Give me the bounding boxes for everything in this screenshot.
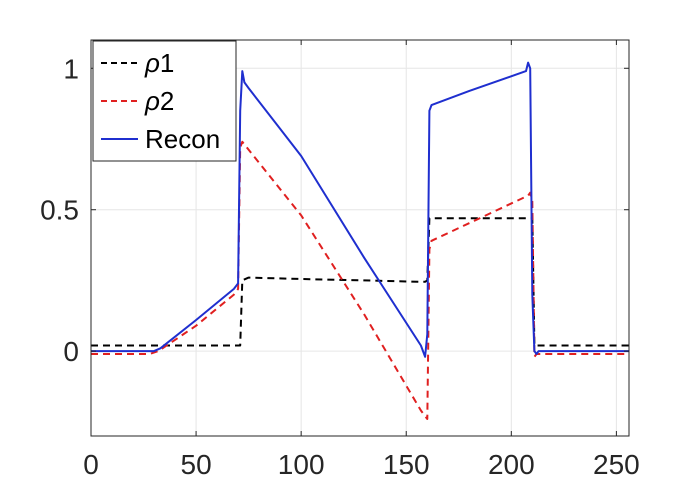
x-tick-label: 150 xyxy=(383,449,430,480)
y-tick-label: 0.5 xyxy=(40,195,79,226)
axes-box xyxy=(90,39,630,437)
legend-label-main: Recon xyxy=(145,124,220,154)
x-tick-label: 250 xyxy=(593,449,640,480)
series-line-2 xyxy=(91,61,629,358)
y-tick-label: 0 xyxy=(63,336,79,367)
ticks: 0 50 100 150 200 250 0 0.5 1 xyxy=(40,40,640,480)
x-tick-label: 50 xyxy=(181,449,212,480)
x-tick-label: 0 xyxy=(83,449,99,480)
legend-label-main: ρ xyxy=(144,48,160,78)
legend-label-1: ρ2 xyxy=(144,86,174,116)
x-tick-label: 100 xyxy=(278,449,325,480)
x-tick-label: 200 xyxy=(488,449,535,480)
legend-label-0: ρ1 xyxy=(144,48,174,78)
legend-label-sub: 2 xyxy=(160,86,174,116)
legend-label-main: ρ xyxy=(144,86,160,116)
legend-label-2: Recon xyxy=(145,124,220,154)
series-line-1 xyxy=(91,140,629,420)
legend-label-sub: 1 xyxy=(160,48,174,78)
y-tick-label: 1 xyxy=(63,53,79,84)
series-layer xyxy=(91,61,629,420)
